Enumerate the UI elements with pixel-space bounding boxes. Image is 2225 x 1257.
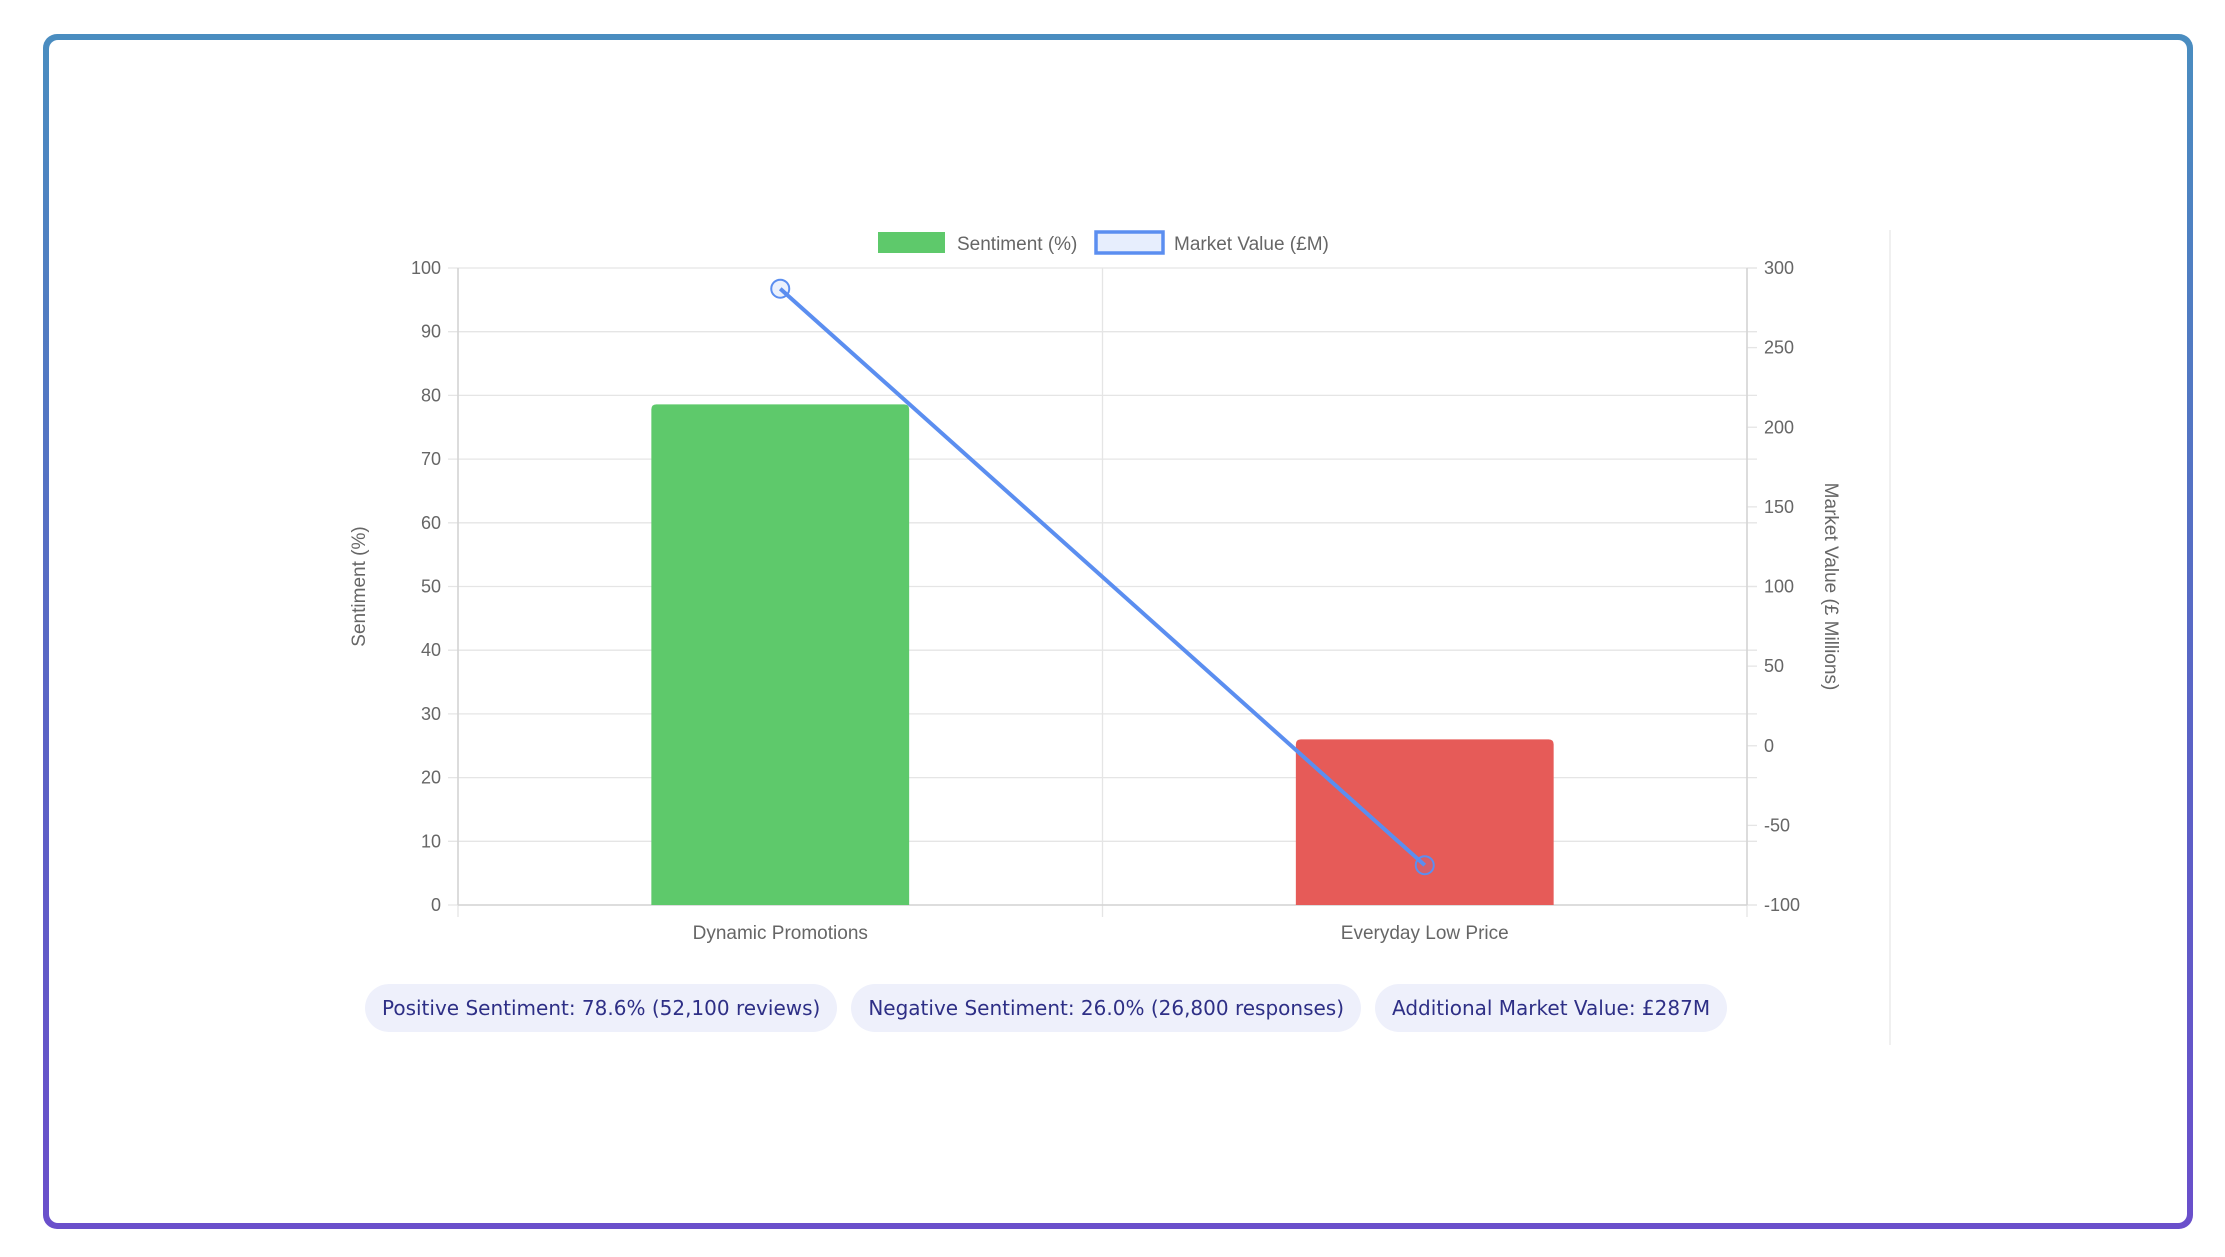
left-tick-label: 80 (421, 385, 441, 405)
left-tick-label: 60 (421, 513, 441, 533)
legend-label-market-value: Market Value (£M) (1174, 234, 1329, 255)
market-value-line (778, 287, 1427, 867)
left-tick-label: 70 (421, 449, 441, 469)
right-tick-label: 250 (1764, 338, 1794, 358)
sentiment-market-chart: 0 10 20 30 40 50 60 70 80 90 100 -100 -50 0 50 100 150 20… (349, 230, 1841, 944)
left-tick-label: 20 (421, 768, 441, 788)
right-tick-label: 100 (1764, 577, 1794, 597)
positive-sentiment-stat: Positive Sentiment: 78.6% (52,100 review… (365, 984, 838, 1032)
left-tick-label: 40 (421, 640, 441, 660)
dashboard-frame: 0 10 20 30 40 50 60 70 80 90 100 -100 -50 0 50 100 150 20… (43, 34, 2193, 1229)
legend-swatch-market-value (1094, 230, 1165, 255)
left-tick-label: 30 (421, 704, 441, 724)
right-tick-label: 200 (1764, 417, 1794, 437)
right-tick-label: 0 (1764, 736, 1774, 756)
market-value-point-1 (1414, 855, 1435, 876)
left-tick-label: 0 (431, 895, 441, 915)
right-tick-label: -50 (1764, 815, 1790, 835)
chart-card: 0 10 20 30 40 50 60 70 80 90 100 -100 -50 0 50 100 150 20… (49, 40, 2187, 1223)
left-tick-label: 10 (421, 831, 441, 851)
right-tick-label: 150 (1764, 497, 1794, 517)
negative-sentiment-stat: Negative Sentiment: 26.0% (26,800 respon… (851, 984, 1362, 1032)
left-tick-label: 100 (411, 258, 441, 278)
right-tick-label: -100 (1764, 895, 1800, 915)
stats-row: Positive Sentiment: 78.6% (52,100 review… (365, 984, 1728, 1032)
left-tick-label: 90 (421, 322, 441, 342)
right-axis-title: Market Value (£ Millions) (1820, 483, 1841, 691)
x-tick-label: Dynamic Promotions (693, 923, 868, 944)
market-value-point-0 (770, 278, 791, 299)
panel-divider (1889, 230, 1891, 1045)
x-tick-label: Everyday Low Price (1341, 923, 1509, 944)
market-value-stat: Additional Market Value: £287M (1375, 984, 1728, 1032)
legend-swatch-sentiment (878, 232, 945, 253)
right-tick-label: 50 (1764, 656, 1784, 676)
left-axis-title: Sentiment (%) (349, 526, 370, 646)
legend-label-sentiment: Sentiment (%) (957, 234, 1077, 255)
bar-1 (1295, 739, 1554, 905)
right-tick-label: 300 (1764, 258, 1794, 278)
bar-0 (651, 404, 910, 905)
left-tick-label: 50 (421, 577, 441, 597)
